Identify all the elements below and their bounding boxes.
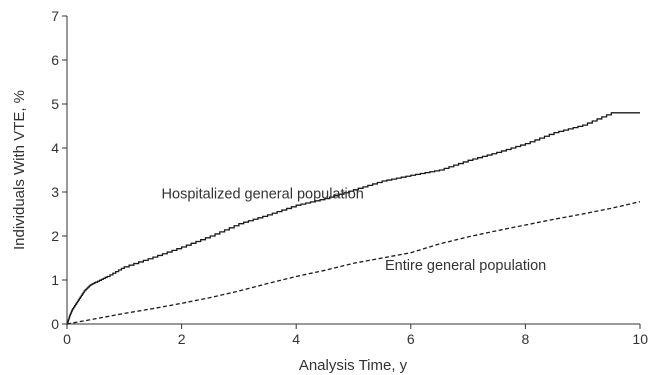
y-tick-label: 3 (51, 184, 59, 200)
annotation-layer: Hospitalized general population Entire ge… (162, 187, 547, 274)
series-line-entire (66, 201, 641, 325)
y-axis-title: Individuals With VTE, % (11, 90, 28, 250)
y-tick-label: 0 (51, 316, 59, 332)
y-tick-label: 5 (51, 96, 59, 112)
y-tick-label: 4 (51, 140, 59, 156)
x-tick-label: 0 (63, 331, 71, 347)
annotation-entire: Entire general population (385, 258, 546, 274)
x-tick-label: 10 (632, 331, 648, 347)
y-tick-label: 6 (51, 52, 59, 68)
y-tick-label: 7 (51, 8, 59, 24)
y-axis: 0 1 2 3 4 5 6 7 (51, 8, 68, 332)
x-tick-label: 4 (292, 331, 300, 347)
x-axis-title: Analysis Time, y (299, 357, 408, 374)
annotation-hospitalized: Hospitalized general population (162, 187, 364, 203)
x-tick-label: 6 (407, 331, 415, 347)
x-axis: 0 2 4 6 8 10 (63, 323, 648, 347)
y-tick-label: 1 (51, 272, 59, 288)
x-tick-label: 8 (522, 331, 530, 347)
y-tick-label: 2 (51, 228, 59, 244)
series-layer (66, 112, 641, 325)
x-tick-label: 2 (178, 331, 186, 347)
series-line-hospitalized (66, 112, 640, 325)
